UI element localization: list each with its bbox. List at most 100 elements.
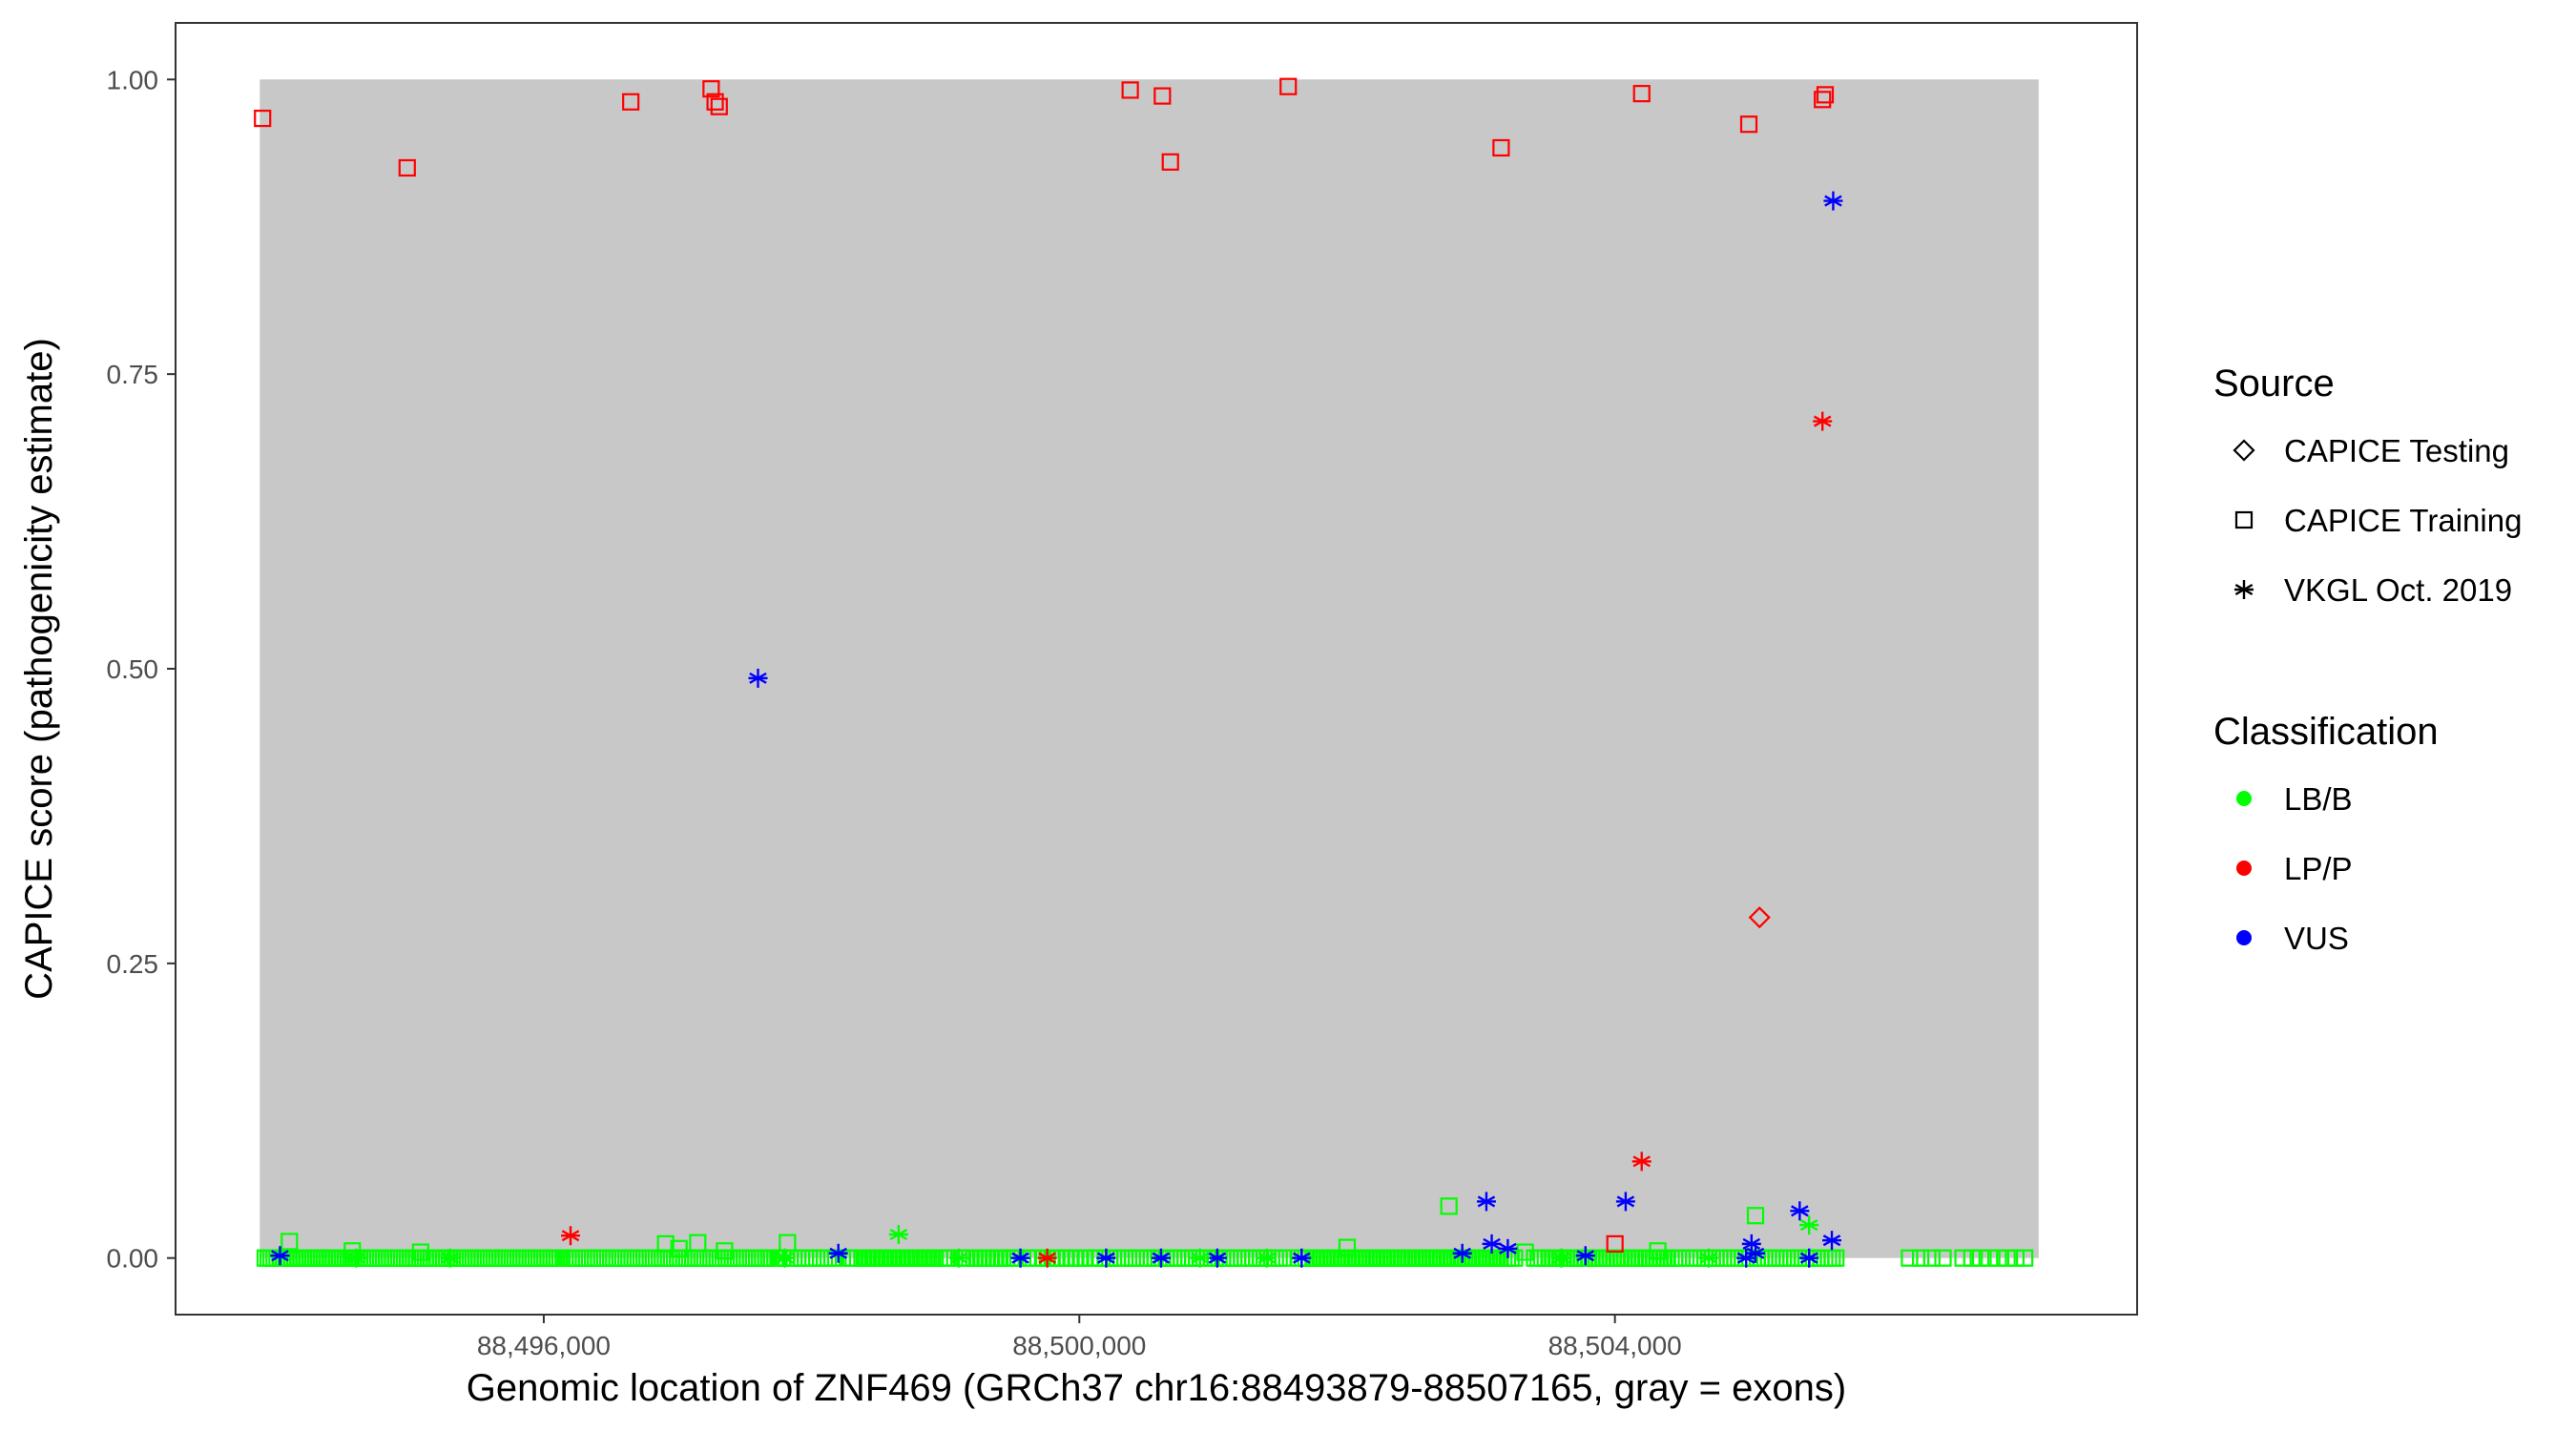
data-point <box>2016 1249 2034 1267</box>
data-point <box>1498 1238 1518 1258</box>
x-axis-title: Genomic location of ZNF469 (GRCh37 chr16… <box>467 1367 1846 1409</box>
legend-key-dot <box>2236 930 2252 945</box>
data-point <box>656 1234 675 1253</box>
data-point <box>1739 115 1758 134</box>
data-point <box>702 80 720 98</box>
data-point <box>1748 906 1771 929</box>
legend-key-asterisk <box>2234 580 2254 599</box>
data-point <box>280 1233 299 1251</box>
y-tick-label: 1.00 <box>107 65 159 94</box>
data-point <box>1963 1249 1981 1267</box>
data-point <box>1790 1201 1810 1221</box>
legend-key-dot <box>2236 861 2252 876</box>
data-point <box>1476 1192 1496 1212</box>
legend-label: LP/P <box>2284 851 2353 886</box>
exon-shaded-region <box>260 79 2039 1258</box>
y-tick-label: 0.75 <box>107 360 159 389</box>
data-point <box>1492 138 1510 157</box>
data-point <box>748 668 768 688</box>
data-point <box>1338 1238 1357 1256</box>
data-point <box>1575 1246 1595 1266</box>
data-point <box>254 109 272 128</box>
data-point <box>1816 86 1835 104</box>
data-point <box>775 1248 795 1268</box>
data-point <box>561 1226 581 1246</box>
data-point <box>411 1243 429 1261</box>
data-point <box>1606 1234 1624 1253</box>
data-point <box>1010 1248 1030 1268</box>
data-point <box>1746 1207 1765 1225</box>
data-point <box>1741 1234 1761 1254</box>
data-point <box>1912 1249 1930 1267</box>
data-point <box>828 1243 848 1263</box>
data-point <box>1121 81 1139 99</box>
data-point <box>888 1224 908 1244</box>
data-point <box>1279 77 1298 95</box>
legend: Source Classification CAPICE Testing CAPI… <box>2213 363 2522 956</box>
plot-panel <box>175 22 2138 1316</box>
data-point <box>1998 1249 2016 1267</box>
data-point <box>706 93 724 111</box>
legend-label: VUS <box>2284 921 2349 956</box>
data-point <box>670 1239 688 1257</box>
data-point <box>622 93 640 111</box>
x-tick-label: 88,496,000 <box>477 1331 611 1360</box>
data-point <box>1922 1249 1941 1267</box>
y-tick-label: 0.25 <box>107 949 159 979</box>
data-point <box>1954 1249 1972 1267</box>
data-point <box>1292 1248 1312 1268</box>
data-point <box>1153 87 1172 105</box>
data-point <box>1631 1151 1652 1172</box>
data-point <box>1822 1231 1842 1251</box>
legend-label: VKGL Oct. 2019 <box>2284 572 2512 608</box>
data-point <box>270 1246 290 1266</box>
data-point <box>1257 1248 1277 1268</box>
legend-key-square <box>2234 510 2254 529</box>
data-point <box>1649 1242 1667 1260</box>
data-point <box>826 1249 844 1267</box>
data-point <box>1814 91 1832 109</box>
y-axis: 0.00 0.25 0.50 0.75 1.00 <box>107 65 176 1274</box>
data-point <box>1452 1243 1472 1263</box>
data-point <box>689 1234 707 1252</box>
data-point <box>398 158 416 177</box>
data-point <box>1551 1248 1571 1268</box>
x-tick-label: 88,504,000 <box>1548 1331 1682 1360</box>
data-point <box>1482 1234 1502 1254</box>
y-axis-title: CAPICE score (pathogenicity estimate) <box>18 338 60 1000</box>
data-point <box>779 1234 797 1252</box>
legend-label: CAPICE Training <box>2284 503 2522 538</box>
legend-key-diamond <box>2233 439 2255 462</box>
data-point <box>1823 191 1843 211</box>
data-point <box>1813 411 1833 431</box>
legend-classification-title: Classification <box>2213 711 2439 753</box>
data-point <box>1096 1248 1116 1268</box>
data-point <box>1161 153 1179 171</box>
data-point <box>1037 1248 1057 1268</box>
data-point <box>440 1248 460 1268</box>
legend-source-title: Source <box>2213 363 2335 404</box>
x-axis: 88,496,000 88,500,000 88,504,000 <box>477 1315 1682 1360</box>
data-point <box>1827 1249 1845 1267</box>
y-tick-label: 0.00 <box>107 1244 159 1274</box>
data-point <box>1698 1248 1718 1268</box>
data-point <box>2006 1249 2025 1267</box>
y-tick-label: 0.50 <box>107 654 159 684</box>
legend-key-dot <box>2236 791 2252 806</box>
data-point <box>1615 1192 1635 1212</box>
data-point <box>948 1248 968 1268</box>
data-point <box>1971 1249 1990 1267</box>
data-point <box>1799 1215 1819 1235</box>
data-point <box>1736 1248 1756 1268</box>
data-point <box>1516 1243 1534 1261</box>
data-point <box>1799 1248 1819 1268</box>
data-point <box>1901 1249 1919 1267</box>
data-point <box>1440 1197 1458 1215</box>
data-point <box>1207 1248 1227 1268</box>
legend-label: CAPICE Testing <box>2284 433 2509 468</box>
data-point <box>346 1248 366 1268</box>
legend-label: LB/B <box>2284 781 2353 817</box>
data-points <box>254 77 2034 1268</box>
data-point <box>1190 1248 1210 1268</box>
